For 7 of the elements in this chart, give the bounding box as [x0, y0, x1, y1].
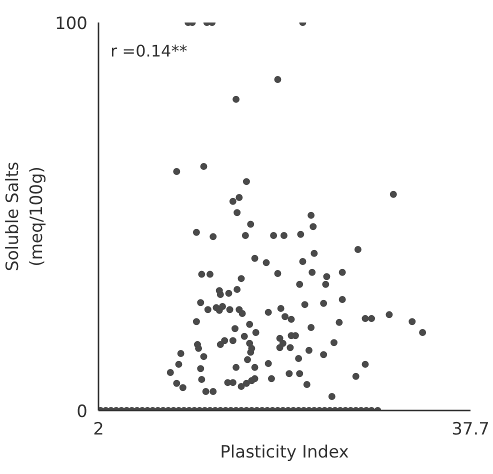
y-axis-title: Soluble Salts (meq/100g)	[3, 162, 48, 272]
x-tick-label: 37.7	[452, 420, 490, 440]
x-tick-label: 2	[93, 420, 104, 440]
annotation: r =0.14**	[110, 42, 188, 60]
x-axis-title: Plasticity Index	[220, 442, 349, 462]
y-tick-label: 0	[76, 402, 88, 422]
y-tick-label: 100	[55, 14, 88, 34]
